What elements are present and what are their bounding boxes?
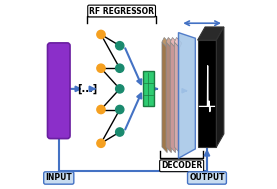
Text: ρ_NP: ρ_NP — [52, 123, 66, 129]
FancyBboxPatch shape — [48, 43, 70, 139]
Circle shape — [116, 64, 124, 72]
Polygon shape — [170, 37, 178, 48]
Polygon shape — [162, 42, 167, 153]
Text: [...]: [...] — [77, 84, 98, 94]
Text: DECODER: DECODER — [161, 161, 202, 170]
Polygon shape — [166, 37, 174, 48]
Polygon shape — [216, 27, 224, 147]
Text: σ_NP: σ_NP — [51, 89, 66, 95]
Polygon shape — [178, 33, 195, 158]
Polygon shape — [170, 42, 175, 153]
Polygon shape — [198, 27, 224, 40]
Text: OUTPUT: OUTPUT — [189, 174, 225, 183]
Circle shape — [97, 64, 105, 72]
Polygon shape — [166, 42, 171, 153]
Polygon shape — [174, 37, 182, 48]
Text: ε_NP-NP: ε_NP-NP — [47, 71, 71, 77]
Polygon shape — [198, 40, 216, 147]
Circle shape — [97, 105, 105, 114]
Text: INPUT: INPUT — [45, 174, 72, 183]
FancyBboxPatch shape — [143, 71, 154, 106]
Circle shape — [116, 105, 124, 114]
Text: ε_p-NP: ε_p-NP — [49, 54, 69, 60]
Circle shape — [116, 42, 124, 50]
Circle shape — [116, 128, 124, 136]
Text: RF REGRESSOR: RF REGRESSOR — [89, 6, 154, 15]
Circle shape — [97, 30, 105, 39]
Circle shape — [97, 139, 105, 147]
Text: N_p: N_p — [53, 106, 64, 112]
Polygon shape — [174, 42, 179, 153]
Polygon shape — [162, 37, 170, 48]
Circle shape — [116, 85, 124, 93]
